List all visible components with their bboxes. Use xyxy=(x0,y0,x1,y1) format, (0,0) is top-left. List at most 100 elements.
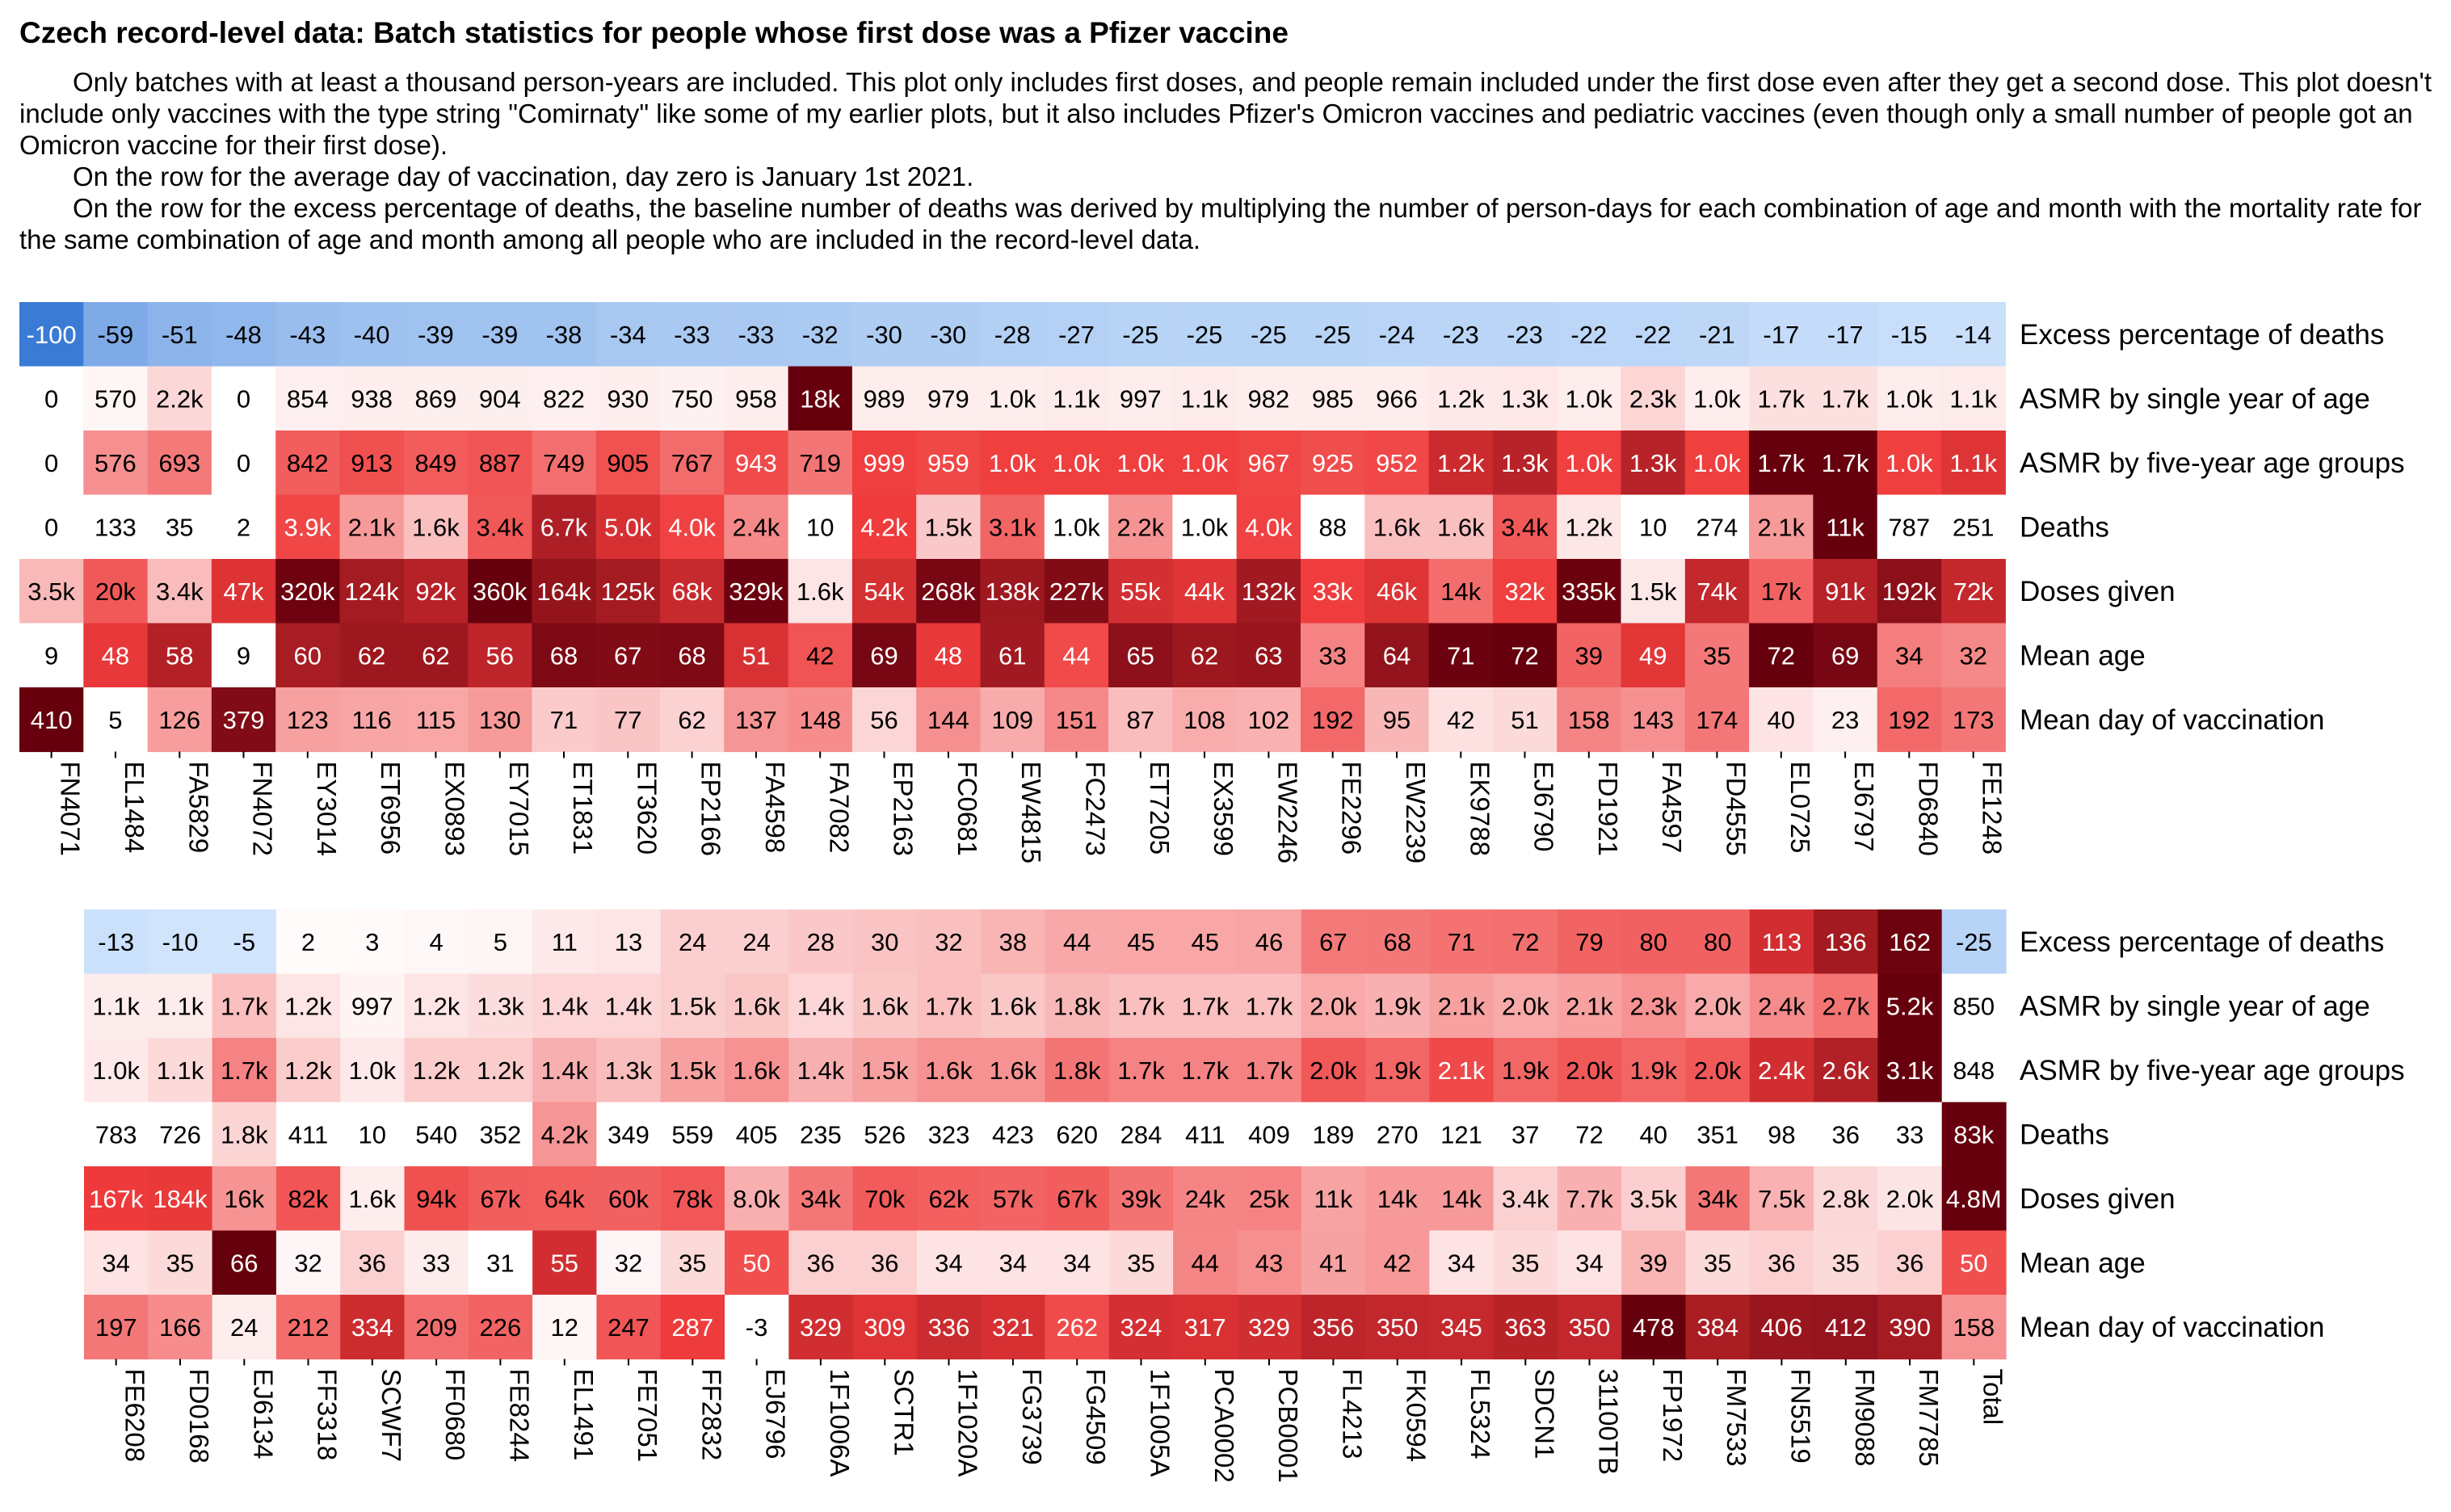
cell-value-label: 34 xyxy=(999,1249,1027,1277)
cell-value-label: 317 xyxy=(1184,1313,1226,1342)
cell-value-label: 4.2k xyxy=(540,1120,588,1149)
heatmap-cell xyxy=(1429,973,1495,1039)
column-label: FA4598 xyxy=(760,762,790,854)
cell-value-label: 35 xyxy=(679,1249,706,1277)
heatmap-cell xyxy=(1749,1038,1814,1103)
heatmap-cell xyxy=(1365,1102,1430,1167)
cell-value-label: 82k xyxy=(288,1185,329,1213)
heatmap-cell xyxy=(788,559,853,624)
cell-value-label: 1.1k xyxy=(1949,384,1997,413)
heatmap-cell xyxy=(725,973,789,1039)
heatmap-cell xyxy=(916,909,982,975)
cell-value-label: 321 xyxy=(992,1313,1034,1342)
heatmap-cell xyxy=(1108,687,1173,753)
cell-value-label: 44 xyxy=(1192,1249,1219,1277)
heatmap-cell xyxy=(1428,623,1494,688)
cell-value-label: 2.4k xyxy=(733,513,780,541)
heatmap-cell xyxy=(532,494,597,560)
cell-value-label: 5.2k xyxy=(1886,992,1934,1020)
column-label: FF3318 xyxy=(313,1369,343,1461)
description-paragraph: Only batches with at least a thousand pe… xyxy=(19,67,2432,160)
heatmap-cell xyxy=(980,623,1045,688)
cell-value-label: 850 xyxy=(1953,992,1995,1020)
cell-value-label: 1.4k xyxy=(605,992,653,1020)
column-label: ET6956 xyxy=(376,762,406,855)
heatmap-cell xyxy=(403,430,469,496)
heatmap-cell xyxy=(1749,1102,1814,1167)
cell-value-label: 559 xyxy=(671,1120,713,1149)
heatmap-cell xyxy=(403,559,469,624)
cell-value-label: 32 xyxy=(294,1249,322,1277)
column-label: FE2296 xyxy=(1337,762,1367,855)
heatmap-cell xyxy=(916,559,982,624)
cell-value-label: 1.2k xyxy=(284,992,332,1020)
cell-value-label: 55 xyxy=(551,1249,578,1277)
cell-value-label: 35 xyxy=(1511,1249,1539,1277)
cell-value-label: 719 xyxy=(799,449,841,477)
heatmap-cell xyxy=(1749,909,1814,975)
description-paragraph: On the row for the excess percentage of … xyxy=(19,193,2422,254)
heatmap-cell xyxy=(468,366,532,431)
heatmap-cell xyxy=(1877,1230,1943,1296)
column-label: FD4555 xyxy=(1721,762,1751,856)
cell-value-label: 0 xyxy=(44,449,58,477)
cell-value-label: 1.1k xyxy=(157,992,204,1020)
cell-value-label: 2.1k xyxy=(1438,1056,1486,1085)
cell-value-label: 349 xyxy=(607,1120,650,1149)
heatmap-cell xyxy=(1365,1230,1430,1296)
heatmap-cell xyxy=(916,623,982,688)
heatmap-cell xyxy=(1173,1166,1238,1232)
column-label: FM7533 xyxy=(1722,1369,1751,1467)
cell-value-label: -25 xyxy=(1314,321,1351,349)
cell-value-label: 71 xyxy=(550,706,578,734)
column-label: FA5829 xyxy=(183,762,213,854)
heatmap-cell xyxy=(725,1102,789,1167)
cell-value-label: 151 xyxy=(1056,706,1098,734)
cell-value-label: 869 xyxy=(415,384,457,413)
cell-value-label: -33 xyxy=(674,321,710,349)
cell-value-label: 848 xyxy=(1953,1056,1995,1085)
cell-value-label: 35 xyxy=(1703,641,1730,670)
heatmap-cell xyxy=(84,1166,149,1232)
heatmap-cell xyxy=(1172,623,1238,688)
cell-value-label: 1.6k xyxy=(797,578,844,606)
cell-value-label: 1.0k xyxy=(989,449,1036,477)
heatmap-cell xyxy=(1621,559,1686,624)
column-label: 1F1006A xyxy=(825,1369,855,1477)
cell-value-label: 123 xyxy=(287,706,329,734)
cell-value-label: 1.7k xyxy=(1246,1056,1293,1085)
cell-value-label: 1.7k xyxy=(1117,992,1165,1020)
heatmap-cell xyxy=(532,687,597,753)
cell-value-label: 997 xyxy=(351,992,393,1020)
cell-value-label: 41 xyxy=(1319,1249,1347,1277)
heatmap-cell xyxy=(1813,302,1878,368)
cell-value-label: 30 xyxy=(871,928,898,956)
cell-value-label: 1.8k xyxy=(1053,1056,1101,1085)
cell-value-label: 212 xyxy=(288,1313,330,1342)
heatmap-cell xyxy=(468,973,533,1039)
cell-value-label: -48 xyxy=(225,321,262,349)
cell-value-label: 329 xyxy=(1248,1313,1290,1342)
heatmap-cell xyxy=(1749,1166,1814,1232)
cell-value-label: 34 xyxy=(1895,641,1923,670)
cell-value-label: 2.2k xyxy=(156,384,204,413)
cell-value-label: 1.6k xyxy=(990,992,1037,1020)
cell-value-label: 1.3k xyxy=(477,992,524,1020)
cell-value-label: 71 xyxy=(1447,641,1474,670)
heatmap-cell xyxy=(1493,1038,1558,1103)
row-label: Mean age xyxy=(2020,640,2146,671)
cell-value-label: 68 xyxy=(1383,928,1410,956)
heatmap-cell xyxy=(1941,623,2006,688)
column-label: EK9788 xyxy=(1465,762,1495,856)
cell-value-label: 20k xyxy=(95,578,136,606)
cell-value-label: 197 xyxy=(95,1313,137,1342)
heatmap-cell xyxy=(660,909,725,975)
cell-value-label: 189 xyxy=(1313,1120,1355,1149)
heatmap-cell xyxy=(1236,430,1301,496)
heatmap-cell xyxy=(725,1230,789,1296)
cell-value-label: 913 xyxy=(351,449,393,477)
cell-value-label: 1.6k xyxy=(733,1056,780,1085)
heatmap-cell xyxy=(788,623,853,688)
cell-value-label: 95 xyxy=(1383,706,1410,734)
